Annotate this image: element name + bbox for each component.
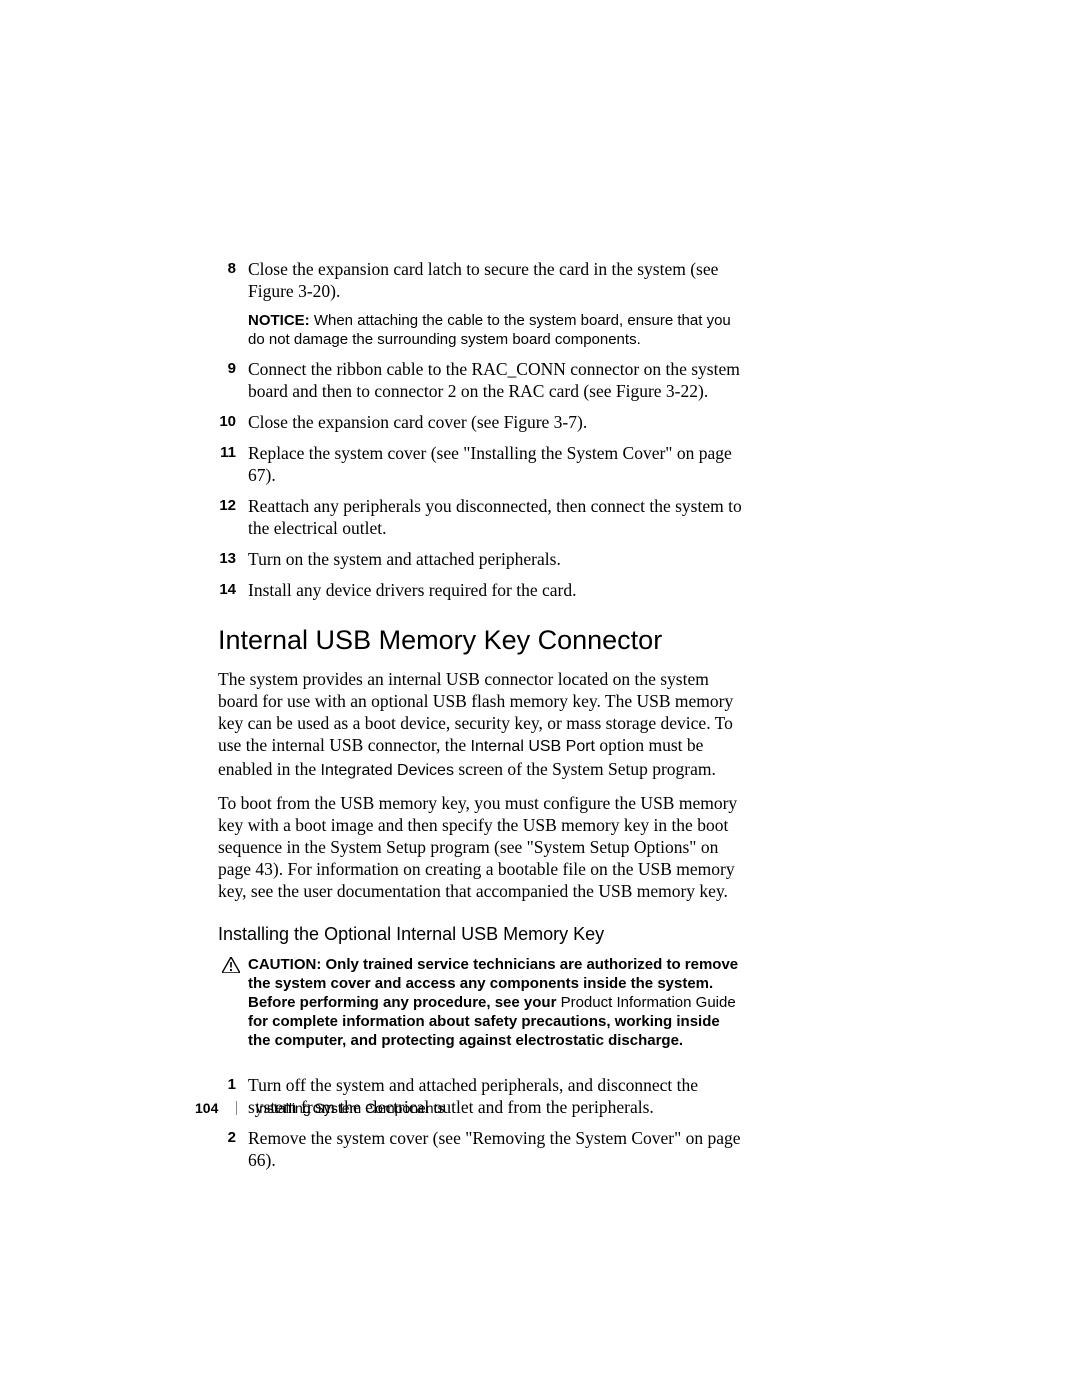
- notice-text: When attaching the cable to the system b…: [248, 312, 731, 348]
- list-text: Install any device drivers required for …: [248, 579, 576, 601]
- list-item: 8 Close the expansion card latch to secu…: [218, 258, 742, 302]
- page-footer: 104 Installing System Components: [195, 1100, 444, 1116]
- caution-label: CAUTION:: [248, 956, 326, 973]
- list-item: 14 Install any device drivers required f…: [218, 579, 742, 601]
- list-number: 2: [218, 1127, 248, 1171]
- paragraph: To boot from the USB memory key, you mus…: [218, 792, 742, 902]
- list-item: 10 Close the expansion card cover (see F…: [218, 411, 742, 433]
- list-text: Close the expansion card cover (see Figu…: [248, 411, 587, 433]
- ui-term: Internal USB Port: [471, 738, 596, 755]
- notice-block: NOTICE: When attaching the cable to the …: [248, 311, 742, 349]
- list-item: 9 Connect the ribbon cable to the RAC_CO…: [218, 358, 742, 402]
- list-number: 8: [218, 258, 248, 302]
- para-text: screen of the System Setup program.: [454, 759, 716, 779]
- caution-icon: [218, 955, 248, 1062]
- heading-1: Internal USB Memory Key Connector: [218, 625, 742, 656]
- list-item: 12 Reattach any peripherals you disconne…: [218, 495, 742, 539]
- footer-section: Installing System Components: [255, 1100, 444, 1116]
- list-number: 10: [218, 411, 248, 433]
- list-number: 9: [218, 358, 248, 402]
- ui-term: Integrated Devices: [321, 762, 454, 779]
- list-item: 13 Turn on the system and attached perip…: [218, 548, 742, 570]
- page-content: 8 Close the expansion card latch to secu…: [218, 258, 742, 1180]
- paragraph: The system provides an internal USB conn…: [218, 668, 742, 782]
- list-item: 2 Remove the system cover (see "Removing…: [218, 1127, 742, 1171]
- list-number: 14: [218, 579, 248, 601]
- list-text: Connect the ribbon cable to the RAC_CONN…: [248, 358, 742, 402]
- caution-ref: Product Information Guide: [561, 994, 736, 1011]
- caution-block: CAUTION: Only trained service technician…: [218, 955, 742, 1062]
- list-text: Reattach any peripherals you disconnecte…: [248, 495, 742, 539]
- list-text: Replace the system cover (see "Installin…: [248, 442, 742, 486]
- notice-label: NOTICE:: [248, 312, 310, 329]
- list-text: Remove the system cover (see "Removing t…: [248, 1127, 742, 1171]
- page-number: 104: [195, 1100, 218, 1116]
- footer-divider: [236, 1101, 237, 1115]
- list-number: 13: [218, 548, 248, 570]
- list-text: Close the expansion card latch to secure…: [248, 258, 742, 302]
- list-number: 12: [218, 495, 248, 539]
- list-number: 11: [218, 442, 248, 486]
- heading-2: Installing the Optional Internal USB Mem…: [218, 924, 742, 945]
- list-text: Turn on the system and attached peripher…: [248, 548, 561, 570]
- list-item: 11 Replace the system cover (see "Instal…: [218, 442, 742, 486]
- caution-text: for complete information about safety pr…: [248, 1013, 720, 1049]
